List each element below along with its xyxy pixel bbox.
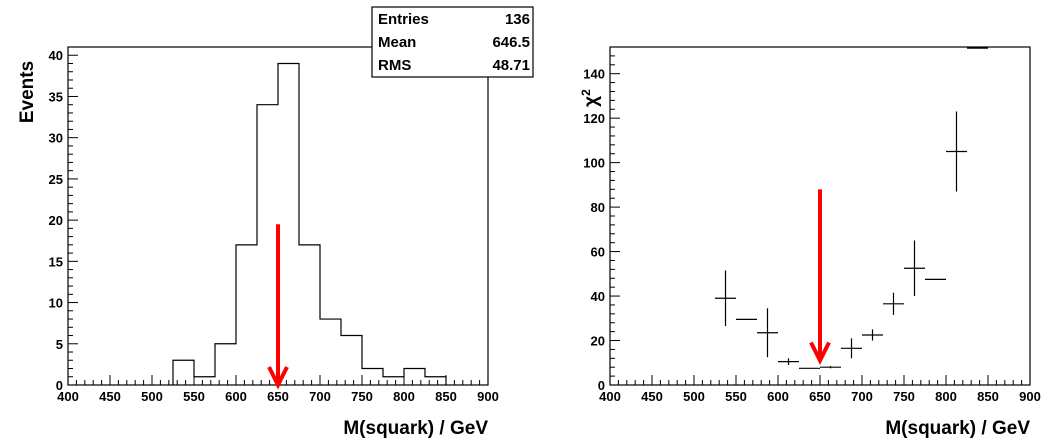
histogram-x-axis-title: M(squark) / GeV: [343, 418, 488, 439]
histogram-panel: 400 450 500 550 600 650 700 750 800 850 900 0 5 10 15 2…: [17, 6, 534, 439]
histogram-y-tick-label: 10: [49, 296, 63, 311]
histogram-y-tick-label: 25: [49, 172, 63, 187]
chi2-x-axis-title: M(squark) / GeV: [885, 418, 1030, 439]
chi2-y-tick-label: 140: [583, 67, 605, 82]
histogram-bin: [173, 360, 194, 385]
chi2-plot-area: 400 450 500 550 600 650 700 750 800 850 900 0 20 40 60…: [583, 46, 1041, 404]
histogram-x-tick-label: 400: [57, 389, 79, 404]
chi2-x-tick-label: 750: [893, 389, 915, 404]
chi2-y-tick-label: 80: [591, 200, 605, 215]
stats-entries-label: Entries: [378, 11, 429, 28]
chi2-x-tick-label: 450: [641, 389, 663, 404]
histogram-x-tick-label: 850: [435, 389, 457, 404]
chi2-arrow-head: [809, 341, 831, 366]
chi2-x-tick-label: 700: [851, 389, 873, 404]
chi2-x-tick-label: 550: [725, 389, 747, 404]
chi2-y-tick-label: 40: [591, 289, 605, 304]
histogram-plot-area: 400 450 500 550 600 650 700 750 800 850 900 0 5 10 15 2…: [49, 46, 499, 404]
histogram-bin: [215, 344, 236, 385]
chi2-y-tick-label: 60: [591, 245, 605, 260]
chi2-x-tick-label: 850: [977, 389, 999, 404]
stats-entries-value: 136: [505, 11, 530, 28]
chi2-point: [883, 292, 904, 315]
chi2-point: [757, 308, 778, 358]
histogram-x-tick-label: 650: [267, 389, 289, 404]
histogram-y-tick-label: 15: [49, 254, 63, 269]
chi2-point: [778, 358, 799, 365]
histogram-bin: [362, 369, 383, 385]
chi2-y-tick-label: 0: [598, 378, 605, 393]
stats-mean-label: Mean: [378, 34, 416, 51]
chi2-point: [862, 329, 883, 341]
chi2-point: [841, 338, 862, 359]
histogram-bin: [320, 319, 341, 385]
chi2-y-axis-title: χ2: [579, 89, 602, 107]
histogram-bin: [425, 377, 446, 385]
histogram-arrow-head: [267, 366, 289, 390]
histogram-bin: [299, 245, 320, 385]
chi2-y-tick-label: 100: [583, 156, 605, 171]
histogram-y-tick-label: 20: [49, 213, 63, 228]
histogram-y-tick-label: 0: [56, 378, 63, 393]
histogram-bin: [278, 63, 299, 385]
histogram-x-tick-label: 800: [393, 389, 415, 404]
histogram-bin: [236, 245, 257, 385]
histogram-x-tick-label: 750: [351, 389, 373, 404]
stats-box-frame: [371, 6, 534, 78]
chi2-arrow: [809, 189, 831, 366]
chi2-x-tick-label: 400: [599, 389, 621, 404]
chi2-panel: 400 450 500 550 600 650 700 750 800 850 900 0 20 40 60…: [579, 46, 1041, 439]
chi2-x-tick-label: 500: [683, 389, 705, 404]
histogram-y-tick-label: 30: [49, 131, 63, 146]
histogram-y-tick-label: 35: [49, 89, 63, 104]
histogram-y-axis-title: Events: [17, 61, 38, 123]
histogram-bin: [194, 377, 215, 385]
histogram-x-tick-label: 900: [477, 389, 499, 404]
chi2-point: [820, 366, 841, 369]
chi2-point: [904, 240, 925, 297]
histogram-x-tick-label: 600: [225, 389, 247, 404]
stats-rms-value: 48.71: [492, 57, 530, 74]
chi2-y-tick-label: 120: [583, 111, 605, 126]
histogram-x-tick-label: 450: [99, 389, 121, 404]
histogram-x-tick-label: 700: [309, 389, 331, 404]
stats-mean-value: 646.5: [492, 34, 530, 51]
histogram-bin: [383, 377, 404, 385]
histogram-y-tick-label: 5: [56, 337, 63, 352]
histogram-x-tick-label: 550: [183, 389, 205, 404]
chi2-x-tick-label: 800: [935, 389, 957, 404]
stats-rms-label: RMS: [378, 57, 411, 74]
chi2-x-tick-label: 900: [1019, 389, 1041, 404]
chi2-x-tick-label: 650: [809, 389, 831, 404]
chi2-x-tick-label: 600: [767, 389, 789, 404]
histogram-outline: [172, 62, 447, 385]
histogram-arrow: [267, 224, 289, 390]
histogram-bin: [341, 336, 362, 385]
histogram-x-tick-label: 500: [141, 389, 163, 404]
chi2-point: [715, 270, 736, 327]
chi2-y-tick-label: 20: [591, 334, 605, 349]
chi2-point: [946, 111, 967, 192]
histogram-y-tick-label: 40: [49, 48, 63, 63]
stats-box: Entries 136 Mean 646.5 RMS 48.71: [371, 6, 534, 78]
histogram-bin: [257, 105, 278, 385]
histogram-bin: [404, 369, 425, 385]
